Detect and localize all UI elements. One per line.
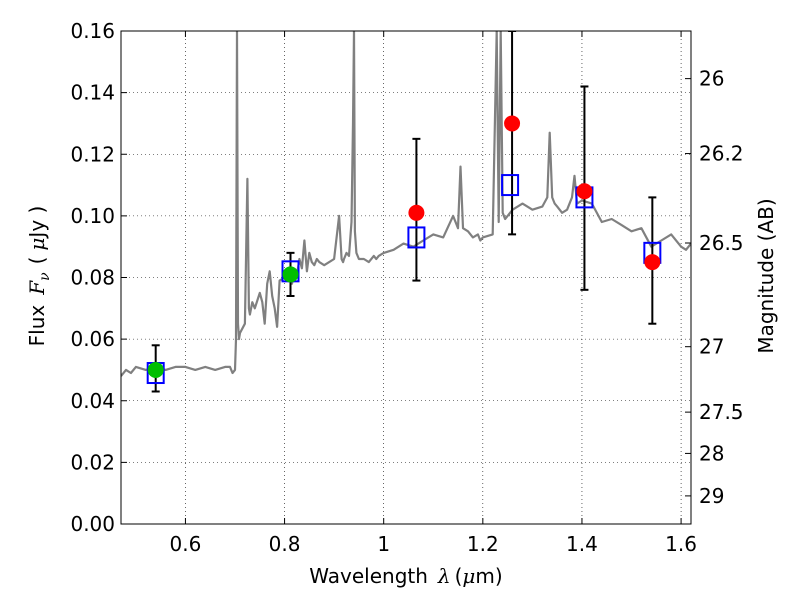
- y-axis-unit-rest: Jy ): [25, 206, 49, 240]
- model-flux-square: [407, 226, 426, 249]
- y2-tick-label: 27: [699, 335, 724, 359]
- y2-tick-label: 27.5: [699, 400, 744, 424]
- grid-lines: [121, 30, 691, 525]
- x-tick-label: 1.4: [566, 532, 598, 556]
- y-axis-unit-open: (: [25, 257, 49, 265]
- y-axis-title: Flux Fν ( μJy ): [25, 206, 53, 347]
- y2-tick-label: 29: [699, 484, 724, 508]
- y-axis-label-text: Flux: [25, 305, 49, 347]
- model-flux-square: [501, 174, 520, 197]
- error-bars: [151, 31, 657, 393]
- y-tick-label: 0.06: [70, 327, 115, 351]
- x-tick-label: 1: [377, 532, 390, 556]
- y-tick-label: 0.14: [70, 81, 115, 105]
- y-axis-unit-mu: μ: [25, 238, 49, 251]
- y-tick-label: 0.00: [70, 512, 115, 536]
- model-spectrum: [121, 31, 691, 377]
- x-axis-unit-open: (: [455, 564, 463, 588]
- observed-flux-point: [504, 115, 521, 132]
- x-tick-label: 0.6: [170, 532, 202, 556]
- y2-tick-label: 28: [699, 441, 724, 465]
- y2-tick-label: 26: [699, 67, 724, 91]
- x-axis-unit-mu: μ: [462, 564, 475, 588]
- y-tick-label: 0.04: [70, 389, 115, 413]
- y-tick-label: 0.16: [70, 19, 115, 43]
- x-axis-symbol: λ: [437, 564, 451, 588]
- x-axis-title: Wavelength λ (μm): [309, 564, 502, 588]
- y-axis-symbol-sub: ν: [37, 272, 53, 281]
- x-axis-unit-rest: m): [475, 564, 502, 588]
- y-tick-label: 0.08: [70, 266, 115, 290]
- observed-flux-point: [408, 204, 425, 221]
- x-axis-label-text: Wavelength: [309, 564, 428, 588]
- observed-flux-point: [282, 266, 299, 283]
- observed-flux-point: [576, 183, 593, 200]
- y2-tick-label: 26.5: [699, 231, 744, 255]
- x-tick-label: 1.2: [467, 532, 499, 556]
- observed-flux-point: [644, 254, 661, 271]
- y-tick-label: 0.10: [70, 204, 115, 228]
- y2-tick-label: 26.2: [699, 142, 744, 166]
- axis-ticks: 0.6 0.8 1 1.2 1.4 1.6 0.00 0.02 0.04 0.06 0.08 0.10…: [70, 19, 743, 556]
- y2-axis-title: Magnitude (AB): [754, 198, 778, 353]
- y-tick-label: 0.02: [70, 450, 115, 474]
- x-tick-label: 1.6: [665, 532, 697, 556]
- y-tick-label: 0.12: [70, 142, 115, 166]
- spectrum-line: [121, 31, 691, 377]
- x-tick-label: 0.8: [269, 532, 301, 556]
- observed-flux-point: [147, 361, 164, 378]
- y-axis-symbol: F: [25, 280, 49, 296]
- photometry-markers: [146, 115, 662, 385]
